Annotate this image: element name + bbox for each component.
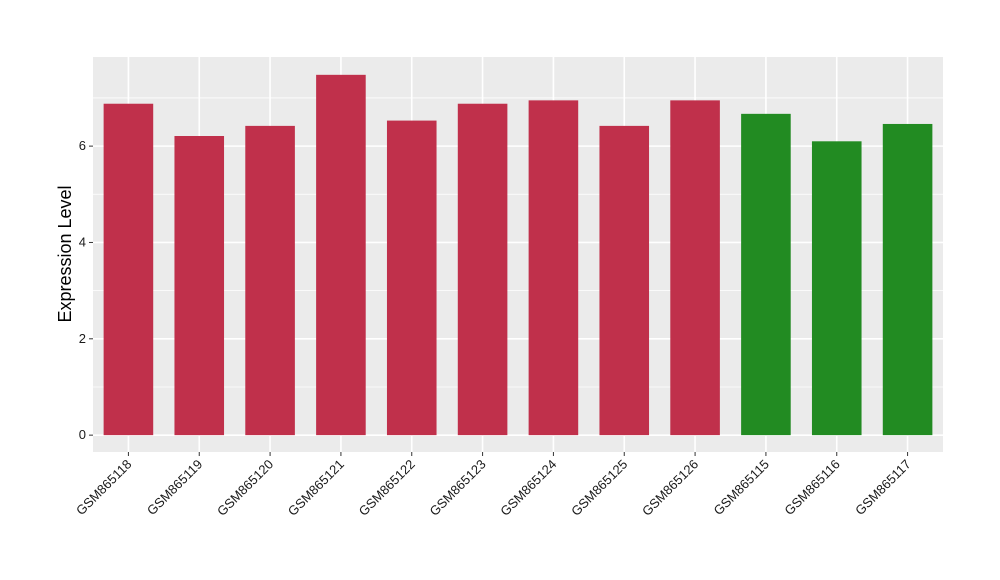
bar [386,120,437,436]
y-tick-label: 0 [79,427,86,442]
bar [528,100,579,436]
bar [670,100,720,436]
x-tick-label: GSM865123 [426,457,488,519]
bar [882,123,933,436]
x-tick-label: GSM865124 [497,457,559,519]
bar [174,136,225,436]
y-tick-label: 2 [79,331,86,346]
x-axis: GSM865118 GSM865119 GSM865120 GSM865121 GSM8… [73,452,914,519]
x-tick-label: GSM865120 [214,457,276,519]
y-tick-label: 6 [79,138,86,153]
x-tick-label: GSM865116 [781,457,843,519]
x-tick-label: GSM865121 [285,457,347,519]
bar [811,141,862,436]
bar [741,113,791,436]
bar [457,103,508,436]
x-tick-label: GSM865125 [568,457,630,519]
x-tick-label: GSM865115 [710,457,772,519]
y-axis: 0 2 4 6 [79,138,93,442]
x-tick-label: GSM865117 [852,457,914,519]
bars [103,74,933,436]
x-tick-label: GSM865118 [73,457,135,519]
y-tick-label: 4 [79,234,86,249]
bar [599,125,650,436]
y-axis-title: Expression Level [55,185,75,322]
x-tick-label: GSM865119 [144,457,206,519]
bar [103,103,154,436]
bar [245,125,295,436]
minor-gridlines [93,97,943,388]
plot-panel [93,57,943,452]
bar [316,74,366,436]
x-tick-label: GSM865126 [639,457,701,519]
x-tick-label: GSM865122 [356,457,418,519]
